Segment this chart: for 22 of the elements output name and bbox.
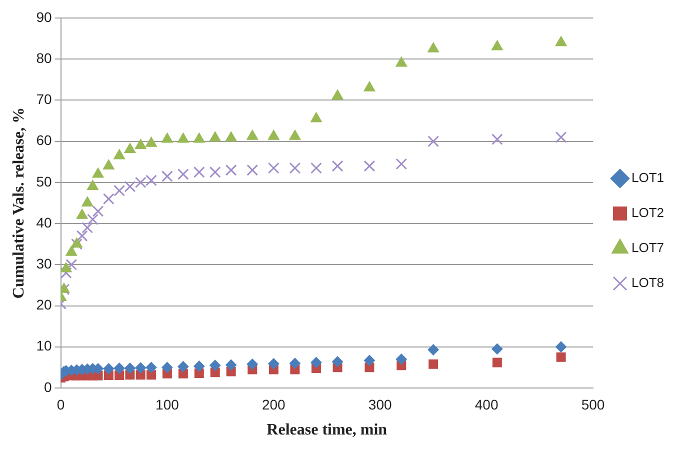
y-tick-label: 90 xyxy=(36,8,52,25)
y-tick-label: 30 xyxy=(36,256,52,272)
y-axis-title: Cumulative Vals. release, % xyxy=(10,107,28,299)
y-tick-label: 60 xyxy=(36,132,52,148)
y-tick-label: 80 xyxy=(36,50,52,66)
x-tick-label: 200 xyxy=(262,396,286,412)
y-tick-label: 70 xyxy=(36,91,52,108)
x-tick-label: 300 xyxy=(368,396,392,412)
y-tick-label: 50 xyxy=(36,173,52,190)
legend-label: LOT8 xyxy=(631,275,664,290)
x-axis-title: Release time, min xyxy=(266,422,388,439)
x-tick-label: 100 xyxy=(156,396,180,412)
legend-label: LOT7 xyxy=(631,240,664,256)
y-tick-label: 40 xyxy=(36,214,52,230)
x-tick-label: 400 xyxy=(474,396,498,412)
y-tick-label: 10 xyxy=(36,338,52,354)
x-tick-label: 0 xyxy=(56,396,65,412)
x-tick-label: 500 xyxy=(581,396,605,412)
y-tick-label: 0 xyxy=(44,378,52,395)
legend-label: LOT2 xyxy=(631,205,664,220)
y-tick-label: 20 xyxy=(36,296,52,313)
legend-label: LOT1 xyxy=(631,170,664,186)
